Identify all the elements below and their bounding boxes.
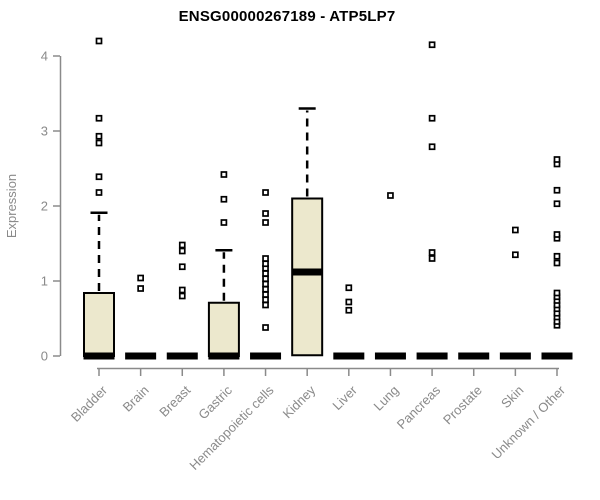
- y-tick-label: 2: [41, 199, 48, 214]
- outlier-point: [262, 189, 269, 196]
- outlier-point: [345, 284, 353, 292]
- outlier-point: [95, 114, 103, 122]
- outlier-point: [262, 301, 269, 309]
- median-bar: [499, 352, 531, 360]
- outlier-point: [262, 219, 269, 226]
- outlier-point: [262, 285, 269, 293]
- median-bar: [291, 268, 323, 276]
- outlier-point: [262, 324, 269, 331]
- outlier-point: [262, 291, 269, 298]
- median-bar: [208, 352, 240, 360]
- box: [291, 197, 324, 357]
- outlier-point: [428, 41, 436, 49]
- chart-title: ENSG00000267189 - ATP5LP7: [178, 8, 396, 25]
- outlier-point: [220, 195, 228, 203]
- outlier-point: [553, 200, 561, 208]
- outlier-point: [262, 260, 269, 268]
- outlier-point: [553, 289, 561, 297]
- median-bar: [125, 352, 157, 360]
- outlier-point: [553, 259, 561, 267]
- median-bar: [333, 352, 365, 360]
- outlier-point: [95, 139, 103, 147]
- outlier-point: [262, 275, 269, 283]
- median-bar: [250, 352, 282, 360]
- y-axis-title: Expression: [4, 174, 19, 238]
- outlier-point: [220, 219, 228, 226]
- outlier-point: [178, 286, 186, 294]
- outlier-point: [553, 231, 561, 238]
- median-bar: [416, 352, 448, 360]
- x-tick-label: Brain: [120, 383, 152, 415]
- outlier-point: [262, 296, 269, 304]
- outlier-point: [262, 255, 269, 262]
- outlier-point: [345, 298, 353, 306]
- outlier-point: [95, 189, 103, 196]
- median-bar: [83, 352, 115, 360]
- outlier-point: [178, 292, 186, 300]
- outlier-point: [428, 249, 436, 256]
- outlier-point: [95, 37, 103, 45]
- outlier-point: [512, 226, 519, 234]
- x-tick-label: Unknown / Other: [489, 382, 569, 462]
- outlier-point: [95, 173, 103, 181]
- outlier-point: [137, 274, 144, 282]
- median-bar: [458, 352, 490, 360]
- box: [207, 301, 240, 357]
- outlier-point: [428, 255, 436, 262]
- outlier-point: [553, 186, 561, 194]
- outlier-point: [428, 114, 436, 122]
- outlier-point: [387, 192, 394, 199]
- x-tick-label: Kidney: [280, 382, 319, 421]
- x-tick-label: Breast: [156, 382, 193, 419]
- outlier-point: [262, 280, 269, 288]
- y-tick-label: 3: [41, 124, 48, 139]
- x-tick-label: Gastric: [195, 382, 235, 422]
- outlier-point: [262, 270, 269, 277]
- outlier-point: [95, 132, 103, 140]
- x-tick-label: Lung: [371, 383, 402, 414]
- x-tick-label: Liver: [329, 382, 360, 413]
- outlier-point: [428, 143, 436, 151]
- median-bar: [166, 352, 198, 360]
- box: [83, 292, 115, 357]
- outlier-point: [178, 247, 186, 255]
- y-tick-label: 4: [41, 49, 48, 64]
- x-tick-label: Prostate: [440, 383, 485, 428]
- outlier-point: [512, 251, 519, 259]
- y-tick-label: 1: [41, 274, 48, 289]
- x-tick-label: Pancreas: [394, 382, 444, 432]
- y-tick-label: 0: [41, 349, 48, 364]
- outlier-point: [178, 241, 186, 249]
- outlier-point: [345, 306, 353, 314]
- outlier-point: [553, 252, 561, 260]
- outlier-point: [220, 171, 228, 178]
- x-tick-label: Skin: [498, 383, 526, 411]
- outlier-point: [178, 263, 186, 271]
- x-tick-label: Bladder: [68, 382, 111, 425]
- median-bar: [541, 352, 573, 360]
- median-bar: [374, 352, 406, 360]
- outlier-point: [262, 210, 269, 217]
- outlier-point: [553, 156, 561, 163]
- outlier-point: [137, 285, 144, 292]
